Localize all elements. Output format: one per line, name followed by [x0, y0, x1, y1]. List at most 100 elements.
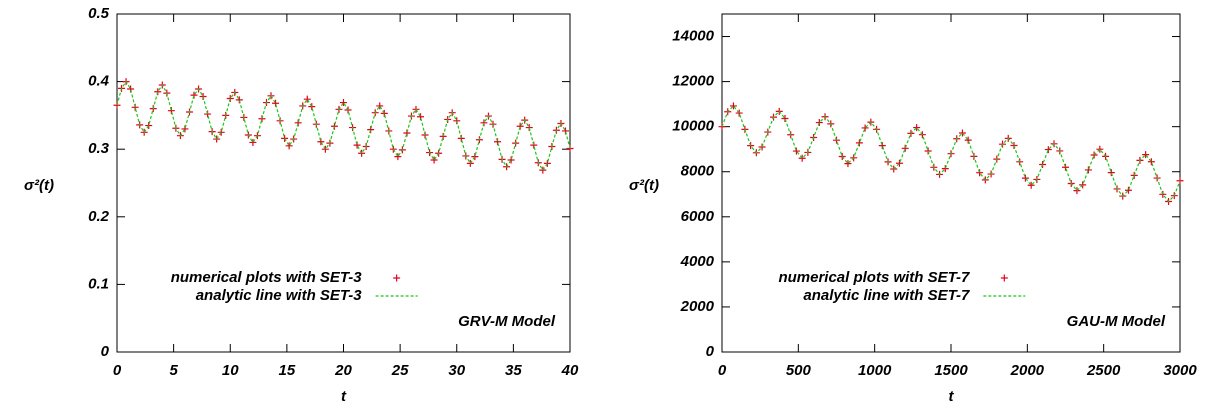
data-point: [204, 110, 212, 118]
data-point: [543, 159, 551, 167]
data-point: [403, 129, 411, 137]
legend-marker: [393, 274, 401, 282]
data-point: [453, 117, 461, 125]
data-point: [217, 128, 225, 136]
data-point: [480, 119, 488, 127]
data-point: [154, 88, 162, 96]
x-axis-label: t: [341, 388, 347, 405]
data-point: [294, 119, 302, 127]
data-point: [1062, 163, 1069, 171]
x-tick-label: 0: [113, 362, 122, 379]
y-tick-label: 10000: [672, 118, 714, 135]
data-point: [226, 95, 234, 102]
annotation: GRV-M Model: [458, 313, 556, 330]
legend-label: numerical plots with SET-3: [171, 269, 363, 286]
legend-label: analytic line with SET-3: [196, 287, 363, 304]
y-tick-label: 14000: [672, 28, 714, 45]
data-point: [781, 114, 789, 122]
data-point: [507, 156, 515, 164]
x-tick-label: 1000: [858, 362, 892, 379]
x-tick-label: 35: [505, 362, 522, 379]
legend-label: analytic line with SET-7: [803, 287, 970, 304]
data-point: [1027, 181, 1035, 189]
data-point: [394, 153, 402, 161]
x-tick-label: 40: [561, 362, 579, 379]
data-point: [145, 122, 153, 130]
data-line: [721, 105, 1181, 203]
x-tick-label: 20: [334, 362, 352, 379]
y-tick-label: 0: [706, 343, 715, 360]
x-tick-label: 30: [448, 362, 465, 379]
data-point: [861, 124, 869, 132]
data-point: [1079, 181, 1087, 189]
y-tick-label: 0.3: [88, 140, 110, 157]
x-axis-label: t: [949, 388, 955, 405]
data-point: [249, 138, 257, 146]
data-point: [430, 156, 438, 164]
data-point: [913, 124, 921, 132]
x-tick-label: 1500: [934, 362, 968, 379]
data-point: [167, 107, 175, 115]
data-point: [976, 169, 984, 177]
data-line: [116, 80, 571, 172]
y-tick-label: 0: [101, 343, 110, 360]
data-point: [718, 123, 726, 131]
x-tick-label: 10: [222, 362, 239, 379]
data-point: [964, 136, 972, 144]
data-point: [1021, 174, 1029, 182]
data-point: [308, 103, 316, 111]
data-point: [181, 125, 189, 133]
annotation: GAU-M Model: [1067, 313, 1166, 330]
data-point: [530, 141, 538, 149]
y-tick-label: 12000: [672, 73, 714, 90]
data-point: [561, 127, 569, 135]
data-point: [901, 144, 909, 152]
x-tick-label: 3000: [1163, 362, 1197, 379]
y-tick-label: 2000: [680, 298, 715, 315]
x-tick-label: 2000: [1010, 362, 1045, 379]
data-point: [1147, 158, 1155, 166]
data-point: [798, 154, 806, 162]
data-point: [1124, 186, 1132, 194]
x-tick-label: 25: [391, 362, 409, 379]
x-tick-label: 5: [169, 362, 178, 379]
data-point: [815, 119, 823, 127]
data-point: [471, 153, 479, 161]
data-point: [1073, 187, 1081, 195]
data-point: [525, 124, 533, 132]
legend-label: numerical plots with SET-7: [778, 269, 970, 286]
data-point: [941, 165, 949, 173]
x-tick-label: 500: [786, 362, 812, 379]
data-point: [1044, 146, 1052, 154]
data-point: [340, 99, 347, 107]
data-point: [367, 126, 375, 134]
data-point: [494, 138, 502, 146]
data-point: [735, 109, 743, 117]
data-point: [792, 147, 800, 155]
y-tick-label: 8000: [681, 163, 715, 180]
y-tick-label: 0.4: [88, 73, 110, 90]
plot-frame: [116, 13, 571, 353]
data-point: [1107, 169, 1115, 177]
data-point: [358, 149, 366, 157]
y-tick-label: 0.5: [88, 5, 110, 22]
data-point: [958, 129, 966, 137]
data-point: [516, 122, 524, 130]
data-point: [380, 109, 388, 117]
y-tick-label: 0.1: [88, 275, 109, 292]
data-point: [457, 134, 465, 142]
data-point: [466, 159, 474, 167]
data-point: [272, 99, 280, 107]
y-tick-label: 4000: [680, 253, 715, 270]
data-point: [199, 92, 207, 100]
x-tick-label: 0: [718, 362, 727, 379]
data-point: [353, 141, 361, 149]
data-point: [330, 122, 338, 130]
data-point: [539, 166, 547, 174]
data-point: [321, 145, 329, 153]
data-point: [1142, 151, 1150, 159]
data-point: [303, 95, 311, 103]
data-point: [317, 138, 325, 146]
x-tick-label: 2500: [1086, 362, 1121, 379]
